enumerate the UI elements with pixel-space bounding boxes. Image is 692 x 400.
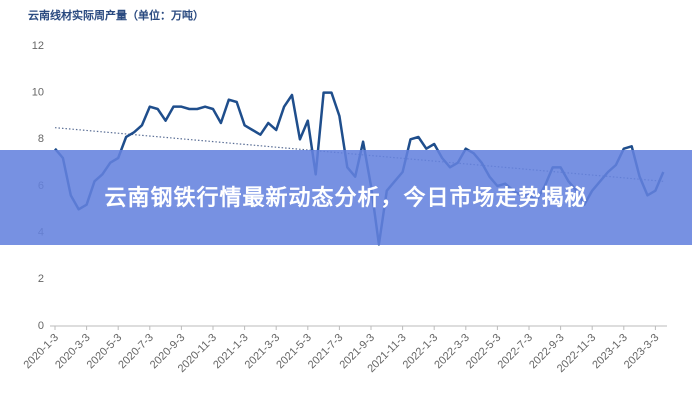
headline-banner: 云南钢铁行情最新动态分析，今日市场走势揭秘	[0, 150, 692, 245]
y-tick-label: 10	[32, 87, 44, 99]
chart-title: 云南线材实际周产量（单位：万吨）	[28, 8, 204, 22]
headline: 云南钢铁行情最新动态分析，今日市场走势揭秘	[104, 184, 588, 210]
y-tick-label: 8	[38, 133, 44, 145]
y-tick-label: 2	[38, 273, 44, 285]
y-tick-label: 12	[32, 40, 44, 52]
x-tick-label: 2023-3-3	[622, 332, 662, 372]
y-tick-label: 0	[38, 320, 44, 332]
